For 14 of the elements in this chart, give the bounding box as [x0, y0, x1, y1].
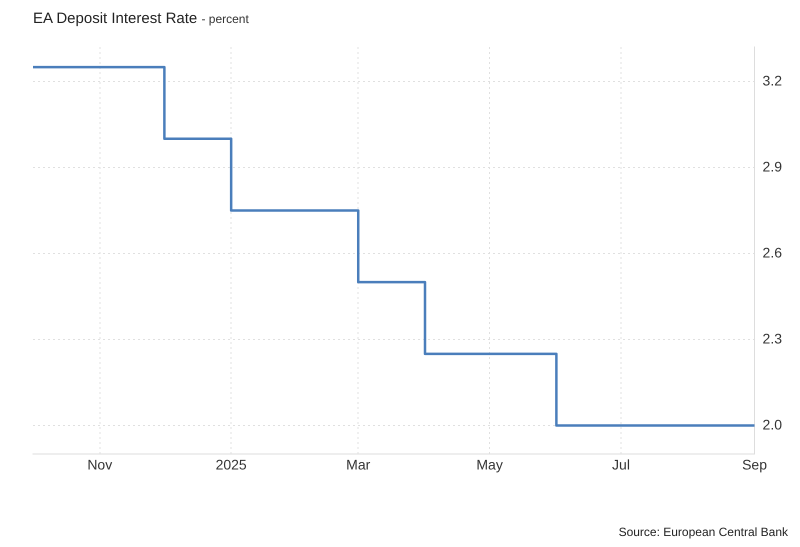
x-tick-label: May: [476, 456, 503, 472]
x-tick-label: 2025: [216, 456, 247, 472]
x-tick-label: Sep: [742, 456, 768, 472]
source-note: Source: European Central Bank: [618, 525, 788, 539]
chart-title: EA Deposit Interest Rate: [33, 10, 198, 27]
x-tick-label: Jul: [612, 456, 630, 472]
chart-subtitle: - percent: [201, 12, 249, 26]
y-tick-label: 2.9: [762, 158, 782, 174]
y-tick-label: 2.6: [762, 244, 782, 260]
y-tick-label: 2.3: [762, 330, 782, 346]
y-tick-label: 2.0: [762, 416, 782, 432]
x-tick-label: Nov: [87, 456, 112, 472]
y-tick-label: 3.2: [762, 72, 782, 88]
x-tick-label: Mar: [346, 456, 371, 472]
